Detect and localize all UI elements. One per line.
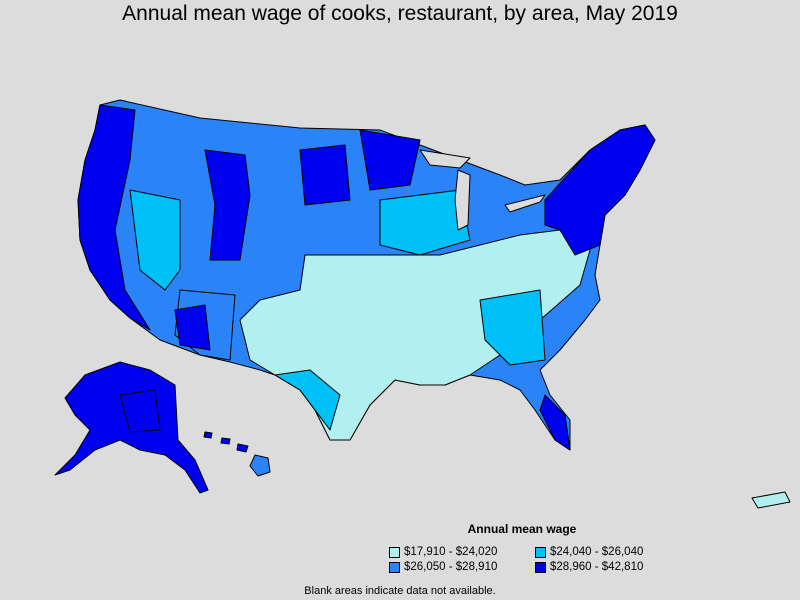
lake-michigan	[454, 169, 471, 231]
legend-swatch-tier4	[535, 561, 546, 573]
legend-label-tier4: $28,960 - $42,810	[550, 561, 644, 573]
region-new-mexico	[174, 304, 211, 351]
region-northeast	[544, 124, 656, 256]
map-title: Annual mean wage of cooks, restaurant, b…	[122, 2, 678, 25]
legend-item-tier1: $17,910 - $24,020	[389, 546, 497, 558]
legend-swatch-tier1	[389, 546, 400, 558]
legend-swatch-tier2	[535, 546, 546, 558]
hawaii-maui	[236, 443, 249, 453]
region-rockies	[204, 149, 251, 261]
region-southwest	[129, 189, 181, 291]
legend-label-tier2: $24,040 - $26,040	[550, 546, 644, 558]
hawaii-big-island	[249, 454, 271, 477]
region-midwest	[379, 189, 471, 256]
region-southeast	[479, 289, 546, 366]
legend-swatch-tier3	[389, 561, 400, 573]
legend-title: Annual mean wage	[467, 522, 577, 536]
region-west-coast	[77, 104, 151, 331]
lake-superior	[419, 149, 471, 169]
region-minnesota	[359, 129, 421, 191]
footnote: Blank areas indicate data not available.	[304, 585, 496, 597]
legend-label-tier3: $26,050 - $28,910	[404, 561, 498, 573]
legend-item-tier3: $26,050 - $28,910	[389, 561, 497, 573]
hawaii-oahu	[220, 437, 231, 445]
region-north-dakota	[299, 144, 351, 206]
region-florida-south	[539, 394, 571, 451]
legend-item-tier2: $24,040 - $26,040	[535, 546, 643, 558]
region-texas-coast	[274, 369, 341, 431]
hawaii-kauai	[203, 431, 213, 439]
puerto-rico	[751, 491, 791, 509]
legend-item-tier4: $28,960 - $42,810	[535, 561, 643, 573]
alaska-interior	[119, 389, 161, 433]
legend-label-tier1: $17,910 - $24,020	[404, 546, 498, 558]
lake-erie	[504, 194, 546, 213]
